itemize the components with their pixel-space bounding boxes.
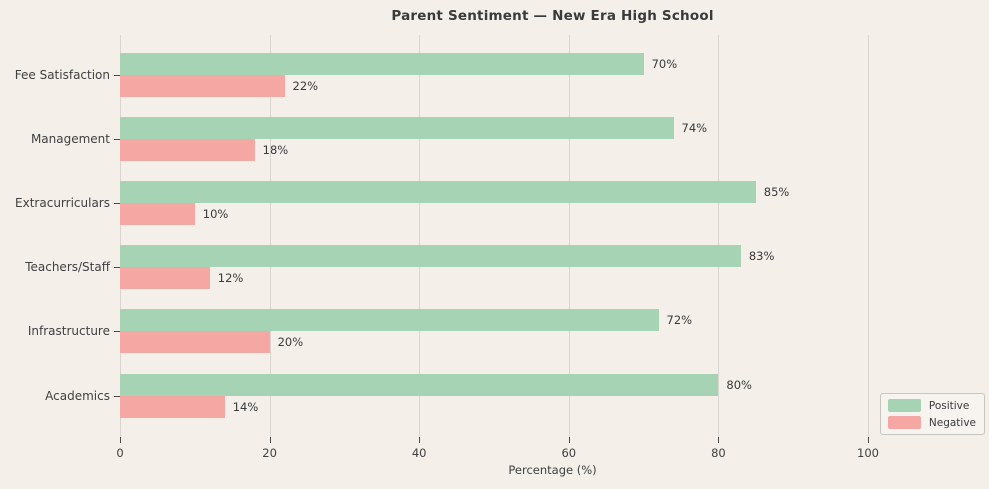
value-label-positive-extracurriculars: 85% xyxy=(763,184,790,199)
bar-positive-teachers-staff xyxy=(120,245,741,268)
value-label-positive-academics: 80% xyxy=(726,377,752,392)
bar-negative-teachers-staff xyxy=(120,267,210,290)
value-label-negative-teachers-staff: 12% xyxy=(217,271,244,286)
x-tick-80 xyxy=(718,437,720,443)
legend-item-negative: Negative xyxy=(887,416,976,429)
positive-swatch xyxy=(887,399,921,412)
value-label-negative-academics: 14% xyxy=(232,399,259,414)
bar-negative-fee-satisfaction xyxy=(120,74,285,97)
legend: Positive Negative xyxy=(879,393,985,435)
y-tick-0 xyxy=(114,74,120,76)
x-tick-label-60: 60 xyxy=(561,446,577,460)
x-tick-60 xyxy=(568,437,570,443)
bar-positive-academics xyxy=(120,373,719,396)
gridline-20 xyxy=(269,35,271,437)
value-label-negative-infrastructure: 20% xyxy=(277,335,304,350)
x-tick-label-40: 40 xyxy=(411,446,427,460)
legend-label-negative: Negative xyxy=(928,416,976,429)
bar-positive-management xyxy=(120,116,674,139)
value-label-positive-fee-satisfaction: 70% xyxy=(651,56,678,71)
bar-negative-academics xyxy=(120,395,225,418)
x-tick-label-80: 80 xyxy=(711,446,726,460)
y-tick-5 xyxy=(114,395,120,397)
y-tick-4 xyxy=(114,331,120,333)
gridline-40 xyxy=(419,35,421,437)
legend-item-positive: Positive xyxy=(887,399,976,412)
x-tick-label-20: 20 xyxy=(262,446,277,460)
gridline-100 xyxy=(868,35,869,437)
bar-positive-extracurriculars xyxy=(120,180,756,203)
y-tick-1 xyxy=(114,138,120,140)
x-tick-20 xyxy=(269,437,271,443)
bar-negative-extracurriculars xyxy=(120,202,195,225)
y-label-teachers-staff: Teachers/Staff xyxy=(25,260,110,275)
x-tick-100 xyxy=(868,437,869,443)
gridline-60 xyxy=(568,35,570,437)
bar-positive-fee-satisfaction xyxy=(120,52,644,75)
y-tick-3 xyxy=(114,267,120,269)
x-axis-label: Percentage (%) xyxy=(508,463,597,477)
bar-negative-management xyxy=(120,138,255,161)
value-label-positive-management: 74% xyxy=(681,120,708,135)
y-tick-2 xyxy=(114,202,120,204)
value-label-negative-fee-satisfaction: 22% xyxy=(292,78,319,93)
y-label-infrastructure: Infrastructure xyxy=(27,324,110,339)
plot-area: 70% 22% 74% 18% 85% 10% 83% 12% 72% 20% 80% 14% xyxy=(120,35,985,437)
y-label-academics: Academics xyxy=(45,388,110,403)
chart-title: Parent Sentiment — New Era High School xyxy=(391,8,714,24)
x-tick-40 xyxy=(419,437,421,443)
gridline-80 xyxy=(718,35,720,437)
x-tick-0 xyxy=(120,437,121,443)
x-tick-label-0: 0 xyxy=(116,446,124,460)
bar-positive-infrastructure xyxy=(120,309,659,332)
y-label-management: Management xyxy=(30,131,110,146)
value-label-positive-teachers-staff: 83% xyxy=(748,249,775,264)
gridline-0 xyxy=(120,35,121,437)
value-label-positive-infrastructure: 72% xyxy=(666,313,693,328)
value-label-negative-extracurriculars: 10% xyxy=(202,206,229,221)
x-tick-label-100: 100 xyxy=(857,446,879,460)
y-label-fee-satisfaction: Fee Satisfaction xyxy=(14,67,110,82)
negative-swatch xyxy=(887,416,921,429)
bar-negative-infrastructure xyxy=(120,331,270,354)
legend-label-positive: Positive xyxy=(928,399,970,412)
y-label-extracurriculars: Extracurriculars xyxy=(15,195,110,210)
value-label-negative-management: 18% xyxy=(262,142,289,157)
